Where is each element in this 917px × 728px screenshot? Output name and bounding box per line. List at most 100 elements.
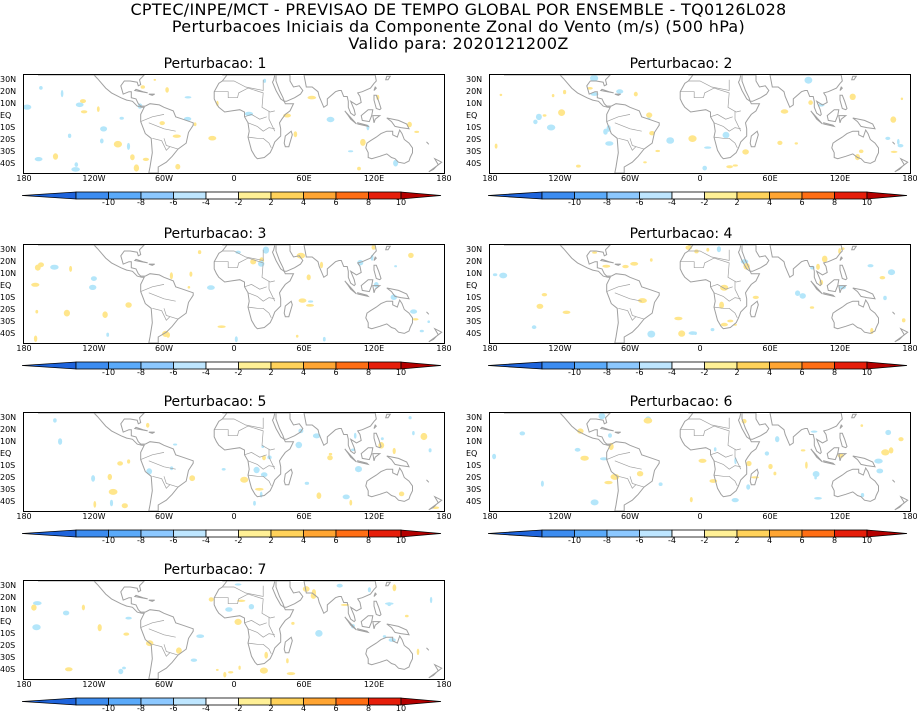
positive-perturbation-blob [743,263,750,270]
positive-perturbation-blob [255,487,264,491]
negative-perturbation-blob [867,264,874,268]
negative-perturbation-blob [688,331,697,335]
negative-perturbation-blob [225,607,233,612]
colorbar-swatch [769,191,803,200]
positive-perturbation-blob [698,458,707,463]
coastline [386,117,410,130]
coastline [283,468,293,486]
colorbar-tick-label: -8 [137,198,145,207]
coastline [892,311,896,315]
positive-perturbation-blob [223,671,227,678]
panel-title: Perturbacao: 6 [629,394,733,410]
lat-tick-label: EQ [466,110,478,120]
negative-perturbation-blob [295,441,303,449]
positive-perturbation-blob [732,164,738,167]
positive-perturbation-blob [159,121,165,126]
lon-tick-label: 180 [16,174,32,183]
negative-perturbation-blob [390,294,397,300]
colorbar-tick-label: 4 [300,704,307,713]
country-border [606,452,631,460]
lat-tick-label: 20S [0,472,16,482]
coastline [344,448,357,463]
negative-perturbation-blob [616,89,624,94]
coastline [148,93,155,96]
positive-perturbation-blob [215,668,219,671]
country-border [618,307,637,321]
coastline [851,245,858,251]
coastline [385,75,392,81]
colorbar-arrow-high [400,191,442,200]
coastline [38,581,194,679]
positive-perturbation-blob [860,424,864,427]
lat-tick-label: 20N [466,256,483,266]
coastline [133,88,148,94]
colorbar-arrow-high [400,697,442,706]
lon-tick-label: 180 [16,512,32,521]
coastline [839,264,848,281]
coastline [614,263,621,266]
positive-perturbation-blob [316,492,322,499]
positive-perturbation-blob [69,265,73,272]
positive-perturbation-blob [228,671,234,674]
colorbar-tick-label: -6 [635,368,644,377]
coastline [831,466,879,502]
lat-tick-label: 10N [466,98,483,108]
coastline [385,581,392,587]
coastline [826,447,840,461]
colorbar-arrow-low [487,191,543,200]
lat-tick-label: 30S [0,146,16,156]
country-border [614,292,642,302]
lon-tick-label: 0 [231,174,237,183]
coastline [810,280,823,295]
negative-perturbation-blob [412,431,415,436]
negative-perturbation-blob [353,432,357,439]
positive-perturbation-blob [720,284,729,291]
positive-perturbation-blob [726,165,733,169]
lon-tick-label: 120W [82,680,106,689]
coastline [357,292,370,298]
lon-tick-label: 0 [697,174,703,183]
lat-tick-label: EQ [0,448,12,458]
coastline [426,647,430,651]
coastline [373,256,377,261]
coastline [839,424,843,429]
negative-perturbation-blob [382,635,387,638]
negative-perturbation-blob [126,142,131,150]
panel-title: Perturbacao: 4 [629,226,733,242]
positive-perturbation-blob [592,251,597,254]
colorbar-tick-label: 2 [268,704,274,713]
lat-tick-label: 30N [466,412,483,422]
positive-perturbation-blob [187,286,191,289]
colorbar-tick-label: 2 [734,198,740,207]
lat-tick-label: EQ [466,280,478,290]
panel-title: Perturbacao: 1 [163,56,267,72]
positive-perturbation-blob [307,95,317,100]
colorbar-tick-label: 8 [365,704,372,713]
positive-perturbation-blob [392,447,396,455]
coastline [838,115,848,123]
negative-perturbation-blob [322,336,326,342]
coastline [851,75,858,81]
coastline [679,245,761,330]
coastline [823,292,836,298]
positive-perturbation-blob [319,261,324,269]
positive-perturbation-blob [720,322,728,327]
colorbar-swatch [303,191,337,200]
negative-perturbation-blob [173,443,178,446]
lon-tick-label: 120W [82,512,106,521]
positive-perturbation-blob [879,276,886,280]
map-panel-7: Perturbacao: 7 30N 20N 10N EQ 10S 20S 30S 40S 180… [0,563,452,728]
map-panel-3: Perturbacao: 3 30N 20N 10N EQ 10S 20S 30S 40S 180… [0,227,452,392]
figure-title-line1: CPTEC/INPE/MCT - PREVISAO DE TEMPO GLOBA… [130,0,787,19]
negative-perturbation-blob [348,150,354,153]
lat-tick-label: 20N [466,424,483,434]
lon-tick-label: 120E [829,512,851,521]
coastline [386,623,410,636]
positive-perturbation-blob [638,298,647,304]
lat-tick-label: 20S [466,304,482,314]
positive-perturbation-blob [562,310,571,314]
coastline [839,94,848,111]
positive-perturbation-blob [727,319,734,323]
country-border [163,138,179,150]
colorbar-swatch [736,191,770,200]
